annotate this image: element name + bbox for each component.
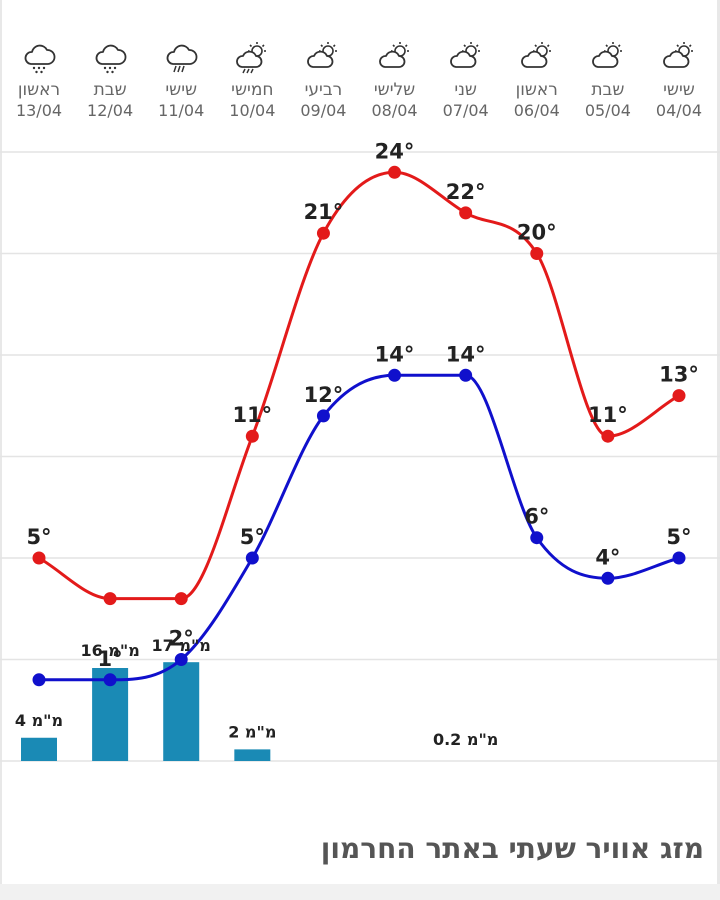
- temperature-lines: [37, 170, 681, 682]
- max-temperature-label: 24°: [375, 139, 415, 163]
- chart-labels: 4 מ"מ 16 מ"מ 17 מ"מ 2 מ"מ 0.2 מ"מ 5° 11° 21° 24°…: [15, 139, 699, 749]
- day-date: 12/04: [87, 101, 134, 120]
- sun-cloud-rain-icon: [236, 42, 267, 74]
- max-temperature-point: [672, 389, 686, 403]
- precip-label: 16 מ"מ: [80, 641, 139, 660]
- day-name: חמישי: [231, 80, 274, 100]
- showers-cloud-icon: [166, 44, 198, 73]
- precip-bar: [163, 662, 200, 761]
- min-temperature-point: [174, 653, 188, 666]
- left-border: [0, 0, 2, 900]
- max-temperature-line: [37, 170, 681, 601]
- precip-bar: [234, 749, 271, 761]
- day-name: שבת: [591, 80, 625, 100]
- partly-cloudy-icon: [520, 42, 551, 68]
- min-temperature-point: [459, 368, 473, 382]
- min-temperature-point: [316, 409, 330, 423]
- min-temperature-label: 14°: [375, 342, 415, 366]
- day-name: שישי: [165, 80, 198, 100]
- day-column: שישי 04/04: [644, 40, 714, 122]
- max-temperature-label: 11°: [232, 403, 272, 427]
- partly-cloudy-icon: [591, 42, 622, 68]
- day-date: 05/04: [584, 101, 631, 120]
- day-name: שבת: [93, 80, 127, 100]
- min-temperature-label: 12°: [304, 383, 344, 407]
- day-date: 04/04: [655, 101, 703, 120]
- temperature-points: [32, 165, 686, 687]
- right-border: [717, 0, 720, 900]
- chart-gridlines: [0, 151, 720, 762]
- max-temperature-point: [459, 206, 473, 220]
- precip-label: 2 מ"מ: [228, 722, 276, 741]
- rain-cloud-icon: [95, 44, 127, 74]
- day-column: שישי 11/04: [146, 40, 216, 122]
- max-temperature-point: [316, 226, 330, 240]
- max-temperature-label: 5°: [26, 525, 51, 549]
- max-temperature-point: [530, 247, 544, 260]
- day-column: שני 07/04: [431, 40, 501, 122]
- day-date: 13/04: [15, 101, 63, 120]
- min-temperature-point: [245, 551, 259, 565]
- min-temperature-point: [672, 551, 686, 565]
- max-temperature-point: [174, 592, 188, 606]
- min-temperature-line: [37, 373, 681, 682]
- max-temperature-point: [388, 165, 402, 179]
- max-temperature-label: 20°: [517, 221, 557, 245]
- min-temperature-label: 5°: [666, 525, 691, 549]
- min-temperature-label: 4°: [595, 545, 620, 569]
- min-temperature-label: 5°: [240, 525, 265, 549]
- partly-cloudy-icon: [307, 42, 338, 68]
- min-temperature-point: [388, 368, 402, 382]
- precip-bars: [21, 662, 271, 761]
- max-temperature-point: [245, 429, 259, 443]
- precip-label: 17 מ"מ: [152, 636, 211, 655]
- day-column: רביעי 09/04: [288, 40, 358, 122]
- day-name: שישי: [663, 80, 695, 100]
- max-temperature-label: 13°: [659, 363, 699, 387]
- min-temperature-point: [103, 673, 117, 687]
- min-temperature-point: [530, 531, 544, 545]
- day-date: 09/04: [300, 101, 347, 120]
- min-temperature-label: 1°: [98, 647, 123, 671]
- min-temperature-point: [601, 571, 615, 585]
- temperature-chart: 4 מ"מ 16 מ"מ 17 מ"מ 2 מ"מ 0.2 מ"מ 5° 11° 21° 24°…: [0, 139, 720, 762]
- page-title: מזג אוויר שעתי באתר החרמון: [320, 832, 704, 865]
- max-temperature-label: 11°: [588, 403, 628, 427]
- day-column: ראשון 13/04: [4, 40, 74, 122]
- day-date: 08/04: [371, 101, 418, 120]
- day-date: 06/04: [513, 101, 560, 120]
- partly-cloudy-icon: [663, 42, 693, 68]
- bottom-band: [0, 884, 720, 900]
- min-temperature-label: 14°: [446, 342, 486, 366]
- day-name: ראשון: [515, 80, 558, 100]
- max-temperature-point: [32, 551, 46, 565]
- day-name: ראשון: [17, 80, 61, 100]
- rain-cloud-icon: [24, 44, 56, 74]
- max-temperature-point: [601, 429, 615, 443]
- max-temperature-label: 21°: [304, 200, 344, 224]
- partly-cloudy-icon: [378, 42, 409, 68]
- day-column: שבת 12/04: [75, 40, 145, 122]
- day-column: שלישי 08/04: [360, 40, 430, 122]
- min-temperature-label: 6°: [524, 505, 549, 529]
- day-date: 07/04: [442, 101, 489, 120]
- day-date: 11/04: [158, 101, 205, 120]
- day-name: רביעי: [304, 80, 343, 100]
- precip-label: 4 מ"מ: [15, 711, 63, 730]
- precip-bar: [21, 737, 57, 761]
- day-name: שני: [454, 80, 477, 100]
- precip-label: 0.2 מ"מ: [433, 730, 498, 749]
- max-temperature-label: 22°: [446, 180, 486, 204]
- day-column: ראשון 06/04: [502, 40, 572, 122]
- min-temperature-point: [32, 673, 46, 687]
- max-temperature-point: [103, 592, 117, 606]
- day-column: שבת 05/04: [573, 40, 643, 122]
- day-column: חמישי 10/04: [217, 40, 287, 122]
- day-name: שלישי: [373, 80, 416, 100]
- day-date: 10/04: [229, 101, 276, 120]
- partly-cloudy-icon: [449, 42, 480, 68]
- min-temperature-label: 2°: [169, 627, 194, 651]
